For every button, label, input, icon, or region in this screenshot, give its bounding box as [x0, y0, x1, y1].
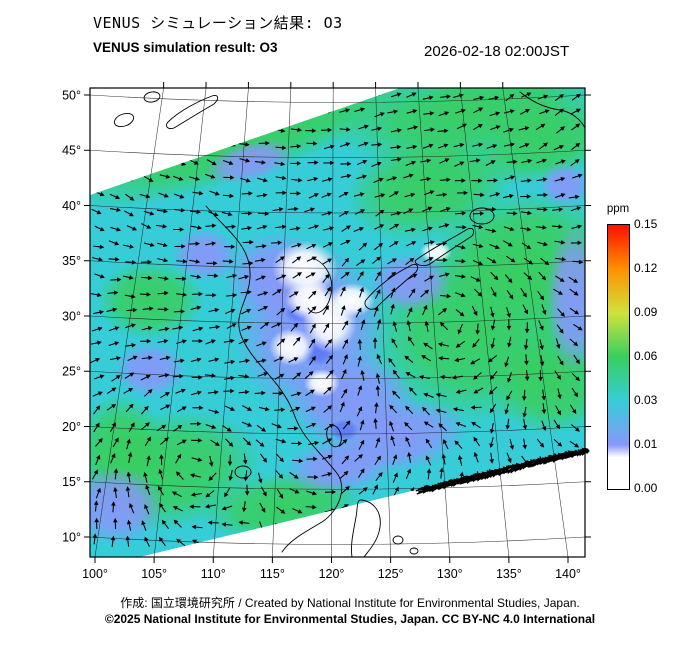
colorbar-unit-label: ppm: [606, 203, 630, 215]
lon-tick-label: 120°: [319, 567, 345, 581]
colorbar-tick-label: 0.00: [634, 481, 658, 495]
lon-tick-label: 140°: [555, 567, 581, 581]
lat-tick-label: 30°: [62, 309, 81, 323]
lat-tick-label: 35°: [62, 254, 81, 268]
lon-tick-label: 125°: [378, 567, 404, 581]
footer-credit-line: 作成: 国立環境研究所 / Created by National Instit…: [120, 596, 580, 610]
lat-tick-label: 50°: [62, 88, 81, 102]
o3-concentration-field: [90, 88, 585, 557]
domain-edge-arrow-band: [415, 447, 591, 495]
lon-tick-label: 105°: [141, 567, 167, 581]
lon-tick-label: 100°: [82, 567, 108, 581]
timestamp-label: 2026-02-18 02:00JST: [424, 43, 570, 60]
colorbar-tick-label: 0.12: [634, 261, 658, 275]
lon-tick-label: 130°: [437, 567, 463, 581]
colorbar-tick-label: 0.06: [634, 349, 658, 363]
page-title-english: VENUS simulation result: O3: [93, 40, 278, 55]
lat-tick-label: 20°: [62, 420, 81, 434]
axis-ticks: [84, 82, 591, 563]
page-title-japanese: VENUS シミュレーション結果: O3: [93, 14, 343, 32]
lon-tick-label: 110°: [201, 567, 226, 581]
footer-license-line: ©2025 National Institute for Environment…: [104, 612, 596, 626]
plot-frame: [89, 87, 586, 558]
lon-tick-label: 135°: [496, 567, 522, 581]
colorbar-gradient: [607, 224, 630, 490]
lat-tick-label: 15°: [62, 475, 81, 489]
lat-tick-label: 45°: [62, 144, 81, 158]
colorbar-tick-label: 0.03: [634, 393, 658, 407]
lat-tick-label: 10°: [62, 530, 81, 544]
colorbar-tick-label: 0.15: [634, 217, 658, 231]
colorbar-tick-label: 0.09: [634, 305, 658, 319]
lon-tick-label: 115°: [260, 567, 285, 581]
lat-tick-label: 40°: [62, 199, 81, 213]
axis-tick-labels: 100° 105° 110° 115° 120° 125° 130° 135° 140° 50° 4…: [62, 88, 581, 581]
colorbar-tick-label: 0.01: [634, 437, 658, 451]
lat-tick-label: 25°: [62, 365, 81, 379]
